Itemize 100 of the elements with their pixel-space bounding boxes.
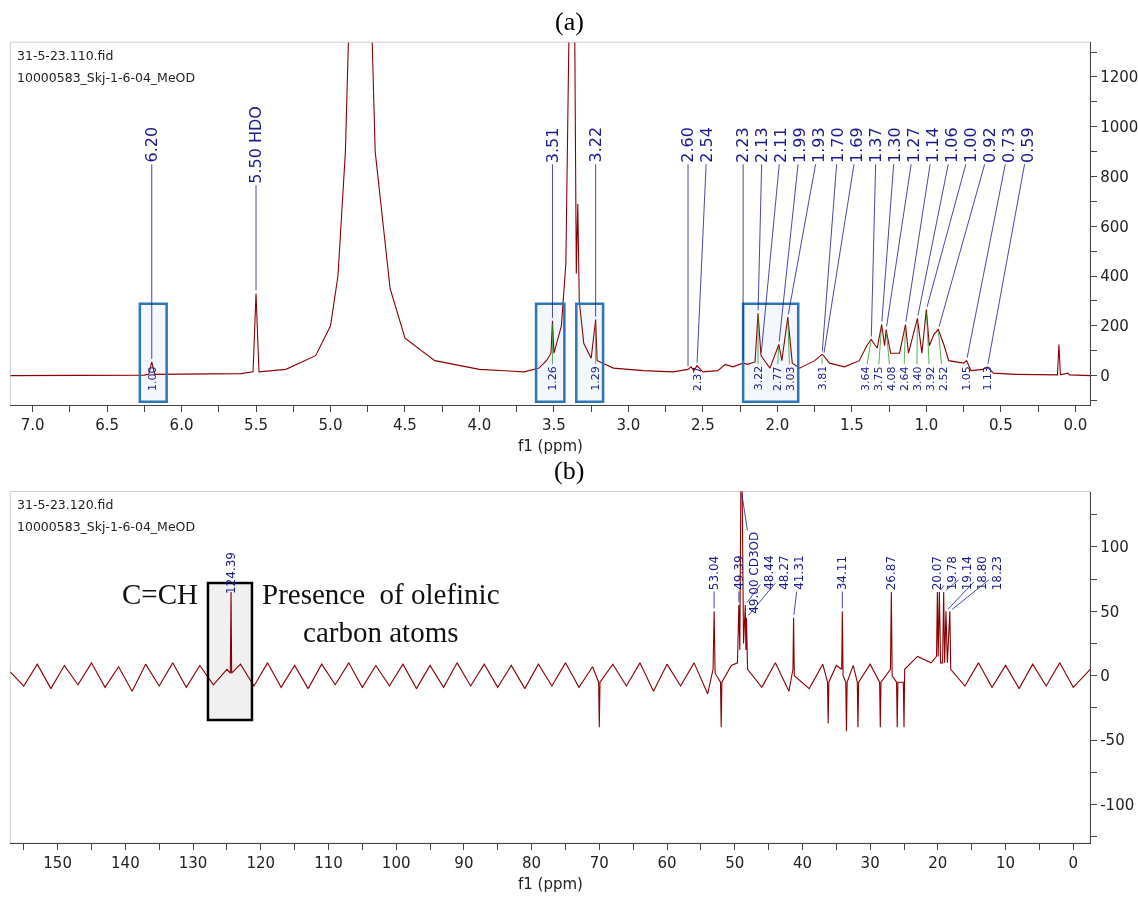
annotation: C=CH <box>122 578 199 610</box>
annotation: 3.51 <box>542 127 562 164</box>
x-tick-label: 0.0 <box>1063 416 1088 435</box>
y-tick-label: 100 <box>1100 538 1129 557</box>
annotation: 1.05 <box>960 366 974 391</box>
y-tick-label: 600 <box>1100 217 1129 236</box>
annotation: 1.30 <box>885 127 905 163</box>
x-tick-label: 140 <box>111 854 140 873</box>
annotation: 1.70 <box>828 127 848 163</box>
annotation: 1.26 <box>546 366 560 391</box>
annotation: 19.78 <box>945 556 960 591</box>
x-tick-label: 50 <box>725 854 745 873</box>
annotation: 1.00 <box>961 127 981 163</box>
annotation: 1.00 <box>145 366 159 391</box>
annotation: Presence of olefinic carbon atoms <box>262 578 500 648</box>
annotation: 3.40 <box>910 366 924 391</box>
annotation: 10000583_Skj-1-6-04_MeOD <box>17 70 196 85</box>
y-tick-label: 1000 <box>1100 118 1138 137</box>
x-tick-label: 1.0 <box>914 416 939 435</box>
x-tick-label: 3.0 <box>616 416 641 435</box>
annotation: 3.92 <box>923 366 937 391</box>
x-axis-title: f1 (ppm) <box>518 437 583 455</box>
line-series <box>10 491 1091 732</box>
annotation: 1.99 <box>790 127 810 163</box>
chart-title: (a) <box>555 7 584 36</box>
x-tick-label: 2.5 <box>690 416 715 435</box>
x-tick-label: 120 <box>246 854 276 873</box>
x-tick-label: 10 <box>996 854 1016 873</box>
annotation: 2.23 <box>733 127 753 163</box>
annotation: 3.22 <box>751 365 765 391</box>
annotation: 26.87 <box>884 555 899 591</box>
annotation: 6.20 <box>141 126 161 163</box>
annotation: 2.77 <box>770 366 784 392</box>
x-tick-label: 7.0 <box>20 416 45 435</box>
annotation: 2.11 <box>771 127 791 163</box>
annotation: 31-5-23.120.fid <box>17 497 114 512</box>
x-tick-label: 30 <box>860 854 880 873</box>
annotation: 1.69 <box>847 127 867 163</box>
annotation: 2.60 <box>678 127 698 163</box>
y-tick-label: 800 <box>1100 167 1129 186</box>
x-tick-label: 100 <box>381 854 411 873</box>
x-tick-label: 0 <box>1068 854 1079 873</box>
y-tick-label: -100 <box>1100 795 1135 814</box>
annotation: 2.13 <box>752 127 772 163</box>
annotation: 49.39 <box>731 555 746 590</box>
annotation: 1.14 <box>923 127 943 163</box>
annotation: 3.03 <box>783 366 797 392</box>
annotation: 4.08 <box>884 366 898 391</box>
annotation: 1.27 <box>904 127 924 163</box>
y-tick-label: 400 <box>1100 267 1129 286</box>
annotation: 2.37 <box>690 366 704 392</box>
annotation: 3.64 <box>858 366 872 391</box>
annotation: 41.31 <box>791 555 806 590</box>
annotation: 20.07 <box>930 556 945 591</box>
annotation: 1.29 <box>589 366 603 391</box>
x-tick-label: 130 <box>178 854 208 873</box>
y-tick-label: 1200 <box>1100 68 1138 87</box>
annotation: 10000583_Skj-1-6-04_MeOD <box>17 519 196 534</box>
y-tick-label: -50 <box>1100 731 1125 750</box>
annotation: 0.73 <box>999 127 1019 163</box>
annotation: 5.50 HDO <box>246 106 266 184</box>
annotation: 1.93 <box>809 127 829 163</box>
x-tick-label: 0.5 <box>988 416 1013 435</box>
x-tick-label: 4.0 <box>467 416 492 435</box>
annotation: 48.27 <box>776 555 791 590</box>
y-tick-label: 200 <box>1100 317 1129 336</box>
annotation: 3.81 <box>815 365 829 391</box>
x-tick-label: 70 <box>589 854 609 873</box>
x-tick-label: 2.0 <box>765 416 790 435</box>
y-tick-label: 0 <box>1100 366 1110 385</box>
y-tick-label: 0 <box>1100 666 1110 685</box>
annotation: 2.64 <box>897 366 911 391</box>
x-tick-label: 150 <box>43 854 72 873</box>
annotation: 18.23 <box>990 556 1005 591</box>
x-tick-label: 3.5 <box>542 416 566 435</box>
annotation: 2.52 <box>936 366 950 391</box>
annotation: 2.54 <box>697 127 717 163</box>
x-tick-label: 60 <box>657 854 677 873</box>
x-tick-label: 6.0 <box>169 416 194 435</box>
x-axis-title: f1 (ppm) <box>518 875 583 893</box>
annotation: 34.11 <box>835 555 850 591</box>
x-tick-label: 40 <box>792 854 812 873</box>
annotation: 19.14 <box>960 556 975 591</box>
x-tick-label: 20 <box>928 854 948 873</box>
annotation: 3.22 <box>585 126 605 163</box>
x-tick-label: 80 <box>522 854 542 873</box>
annotation: 124.39 <box>224 552 239 595</box>
annotation: 53.04 <box>707 555 722 591</box>
annotation: 49.00 CD3OD <box>746 531 761 614</box>
annotation: 18.80 <box>975 556 990 591</box>
annotation: 48.44 <box>761 555 776 590</box>
annotation: 3.75 <box>871 366 885 391</box>
annotation: 0.92 <box>980 127 1000 163</box>
annotation: 31-5-23.110.fid <box>17 48 114 63</box>
x-tick-label: 1.5 <box>839 416 864 435</box>
x-tick-label: 5.0 <box>318 416 343 435</box>
x-tick-label: 5.5 <box>244 416 268 435</box>
annotation: 0.59 <box>1018 127 1038 163</box>
x-tick-label: 110 <box>314 854 343 873</box>
annotation: 1.37 <box>866 127 886 163</box>
